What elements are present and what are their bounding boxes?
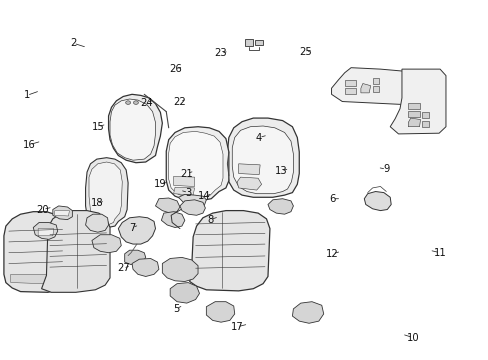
Polygon shape	[89, 162, 122, 225]
Text: 3: 3	[185, 188, 191, 198]
Text: 2: 2	[70, 38, 77, 48]
Text: 16: 16	[23, 140, 36, 150]
Text: 10: 10	[406, 333, 419, 343]
Text: 1: 1	[23, 90, 30, 100]
Text: 22: 22	[173, 96, 186, 107]
Circle shape	[125, 101, 130, 104]
Polygon shape	[255, 40, 263, 45]
Polygon shape	[331, 68, 419, 104]
Polygon shape	[85, 214, 108, 232]
Polygon shape	[55, 211, 69, 216]
Polygon shape	[173, 187, 194, 195]
Polygon shape	[238, 164, 260, 175]
Text: 4: 4	[256, 132, 262, 143]
Polygon shape	[372, 78, 378, 84]
Polygon shape	[178, 194, 206, 207]
Text: 19: 19	[154, 179, 166, 189]
Polygon shape	[232, 126, 293, 194]
Polygon shape	[124, 250, 145, 265]
Text: 7: 7	[128, 222, 135, 233]
Polygon shape	[344, 80, 355, 86]
Text: 6: 6	[328, 194, 335, 204]
Text: 20: 20	[37, 204, 49, 215]
Polygon shape	[110, 99, 155, 160]
Polygon shape	[206, 302, 234, 322]
Text: 13: 13	[274, 166, 287, 176]
Text: 15: 15	[91, 122, 104, 132]
Polygon shape	[162, 257, 198, 282]
Polygon shape	[170, 283, 199, 303]
Polygon shape	[407, 111, 419, 117]
Text: 26: 26	[169, 64, 182, 74]
Polygon shape	[41, 211, 110, 292]
Text: 9: 9	[382, 164, 389, 174]
Polygon shape	[166, 127, 228, 201]
Polygon shape	[180, 200, 205, 215]
Polygon shape	[421, 121, 428, 127]
Polygon shape	[421, 112, 428, 118]
Polygon shape	[33, 222, 58, 239]
Polygon shape	[108, 94, 162, 163]
Polygon shape	[389, 69, 445, 134]
Polygon shape	[237, 177, 261, 190]
Text: 21: 21	[180, 168, 193, 179]
Text: 8: 8	[207, 215, 213, 225]
Text: 5: 5	[172, 304, 179, 314]
Polygon shape	[364, 192, 390, 211]
Polygon shape	[155, 198, 180, 213]
Polygon shape	[118, 217, 155, 244]
Polygon shape	[161, 212, 184, 228]
Text: 24: 24	[140, 98, 153, 108]
Polygon shape	[4, 212, 67, 292]
Polygon shape	[267, 199, 293, 214]
Text: 25: 25	[299, 47, 311, 57]
Polygon shape	[372, 86, 378, 92]
Text: 27: 27	[117, 263, 129, 273]
Polygon shape	[53, 206, 72, 220]
Polygon shape	[38, 229, 54, 236]
Text: 17: 17	[230, 322, 243, 332]
Polygon shape	[407, 118, 420, 127]
Text: 18: 18	[90, 198, 103, 208]
Polygon shape	[85, 158, 128, 228]
Polygon shape	[173, 176, 194, 186]
Circle shape	[133, 101, 138, 104]
Text: 23: 23	[214, 48, 227, 58]
Polygon shape	[11, 274, 48, 284]
Polygon shape	[168, 131, 223, 198]
Text: 14: 14	[198, 191, 210, 201]
Polygon shape	[407, 103, 419, 109]
Polygon shape	[360, 84, 370, 93]
Polygon shape	[189, 211, 269, 291]
Polygon shape	[292, 302, 323, 323]
Polygon shape	[245, 39, 253, 46]
Polygon shape	[344, 88, 355, 94]
Polygon shape	[132, 258, 159, 276]
Polygon shape	[227, 118, 299, 197]
Text: 12: 12	[325, 249, 338, 259]
Polygon shape	[92, 235, 121, 253]
Text: 11: 11	[433, 248, 446, 258]
